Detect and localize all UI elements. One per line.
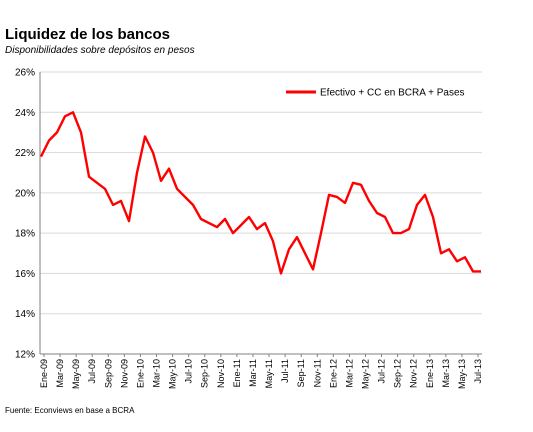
x-tick-label: Jul-10 <box>184 359 194 384</box>
x-tick-label: Mar-12 <box>344 359 354 388</box>
y-tick-label: 16% <box>15 269 35 280</box>
x-tick-label: May-10 <box>168 359 178 389</box>
x-tick-label: Sep-09 <box>103 359 113 388</box>
x-tick-label: Nov-12 <box>409 359 419 388</box>
legend-label: Efectivo + CC en BCRA + Pases <box>320 88 465 99</box>
x-tick-label: Nov-10 <box>216 359 226 388</box>
y-tick-label: 20% <box>15 188 35 199</box>
x-tick-label: Mar-11 <box>248 359 258 387</box>
x-tick-label: Ene-10 <box>135 359 145 388</box>
x-tick-label: Ene-13 <box>425 359 435 388</box>
y-tick-label: 14% <box>15 309 35 320</box>
x-tick-label: Ene-11 <box>232 359 242 387</box>
chart-subtitle: Disponibilidades sobre depósitos en peso… <box>5 45 195 56</box>
y-tick-label: 26% <box>15 68 35 79</box>
x-tick-label: May-12 <box>360 359 370 389</box>
x-tick-label: May-13 <box>457 359 467 389</box>
x-tick-label: Jul-09 <box>87 359 97 384</box>
y-tick-label: 24% <box>15 108 35 119</box>
x-tick-label: Mar-13 <box>441 359 451 388</box>
chart-title: Liquidez de los bancos <box>5 26 171 43</box>
x-tick-label: Mar-10 <box>152 359 162 388</box>
x-tick-label: Sep-11 <box>296 359 306 387</box>
x-tick-label: Nov-11 <box>312 359 322 387</box>
x-tick-label: Ene-09 <box>39 359 49 388</box>
x-tick-label: Sep-12 <box>393 359 403 388</box>
x-tick-label: Nov-09 <box>119 359 129 388</box>
x-tick-label: Jul-12 <box>377 359 387 384</box>
x-tick-label: May-11 <box>264 359 274 388</box>
chart-source: Fuente: Econviews en base a BCRA <box>5 406 135 415</box>
x-tick-label: May-09 <box>71 359 81 389</box>
series-line <box>39 111 481 275</box>
x-tick-label: Sep-10 <box>200 359 210 388</box>
y-tick-label: 12% <box>15 350 35 361</box>
y-tick-label: 18% <box>15 229 35 240</box>
y-tick-label: 22% <box>15 148 35 159</box>
x-tick-label: Ene-12 <box>328 359 338 388</box>
x-tick-label: Jul-11 <box>280 359 290 383</box>
x-tick-label: Mar-09 <box>55 359 65 388</box>
x-tick-label: Jul-13 <box>473 359 483 384</box>
